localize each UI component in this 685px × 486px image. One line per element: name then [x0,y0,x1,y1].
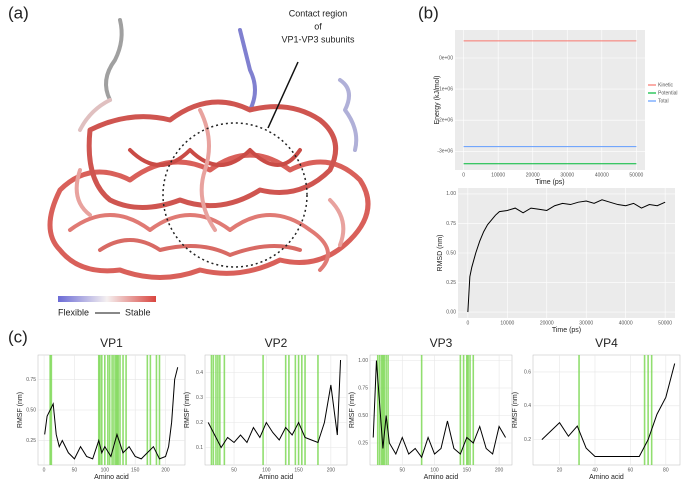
y-tick-label: 0.50 [26,407,36,413]
scale-label: Flexible [58,307,89,317]
plot-background [455,30,645,170]
x-tick-label: 150 [131,467,140,473]
x-tick-label: 50000 [658,320,672,326]
x-tick-label: 20000 [526,172,540,178]
data-line [372,360,506,459]
y-axis-label: RMSD (nm) [437,235,444,272]
chart-title: VP1 [100,336,123,350]
y-axis-label: RMSF (nm) [512,392,519,428]
y-tick-label: 0.75 [26,377,36,383]
y-tick-label: 0e+00 [439,55,453,61]
x-tick-label: 60 [628,467,634,473]
x-axis-label: Amino acid [259,474,294,481]
annotation: of [314,21,322,31]
x-tick-label: 10000 [500,320,514,326]
y-axis-label: RMSF (nm) [184,392,191,428]
y-tick-label: 0.00 [446,309,456,315]
x-tick-label: 0 [43,467,46,473]
y-tick-label: -1e+06 [437,86,453,92]
scale-label: Stable [125,307,151,317]
y-tick-label: 0.4 [196,370,203,376]
contact-circle [162,122,308,268]
x-tick-label: 10000 [491,172,505,178]
x-tick-label: 30000 [579,320,593,326]
plot-background [532,354,681,466]
x-tick-label: 50 [399,467,405,473]
x-tick-label: 40000 [619,320,633,326]
x-tick-label: 200 [495,467,504,473]
x-tick-label: 100 [430,467,439,473]
y-tick-label: -3e+06 [437,149,453,155]
y-axis-label: RMSF (nm) [349,392,356,428]
data-line [541,363,676,458]
y-tick-label: 0.2 [524,437,531,443]
x-tick-label: 50 [231,467,237,473]
panel-label: (c) [8,327,28,346]
y-tick-label: 1.00 [446,191,456,197]
x-axis-label: Time (ps) [535,179,564,186]
color-scale [58,296,156,302]
x-axis-label: Time (ps) [552,327,581,334]
y-tick-label: 0.25 [446,280,456,286]
panel-label: (b) [418,3,439,22]
panel-label: (a) [8,3,29,22]
x-tick-label: 20000 [540,320,554,326]
y-tick-label: 0.6 [524,369,531,375]
x-axis-label: Amino acid [94,474,129,481]
y-tick-label: 0.50 [446,250,456,256]
annotation-arrow [267,61,299,129]
x-tick-label: 40 [592,467,598,473]
x-tick-label: 50000 [629,172,643,178]
y-tick-label: 0.25 [358,440,368,446]
annotation: VP1-VP3 subunits [281,34,355,44]
y-tick-label: 1.00 [358,358,368,364]
legend-label: Kinetic [658,82,674,88]
y-tick-label: 0.2 [196,420,203,426]
annotation: Contact region [289,8,348,18]
plot-background [204,354,348,466]
protein-structure [47,18,371,280]
legend-label: Potential [658,90,677,96]
x-tick-label: 30000 [560,172,574,178]
y-tick-label: 0.3 [196,395,203,401]
x-tick-label: 200 [161,467,170,473]
x-tick-label: 20 [557,467,563,473]
x-tick-label: 150 [463,467,472,473]
chart-title: VP3 [430,336,453,350]
y-tick-label: 0.50 [358,413,368,419]
x-axis-label: Amino acid [424,474,459,481]
y-tick-label: 0.4 [524,403,531,409]
y-axis-label: Energy (kJ/mol) [434,75,441,124]
x-tick-label: 0 [462,172,465,178]
x-tick-label: 0 [466,320,469,326]
chart-title: VP4 [595,336,618,350]
x-tick-label: 150 [294,467,303,473]
x-tick-label: 40000 [595,172,609,178]
chart-title: VP2 [265,336,288,350]
legend-label: Total [658,98,669,104]
x-axis-label: Amino acid [589,474,624,481]
data-line [207,359,342,449]
x-tick-label: 100 [101,467,110,473]
y-axis-label: RMSF (nm) [17,392,24,428]
y-tick-label: 0.75 [358,385,368,391]
y-tick-label: 0.75 [446,221,456,227]
data-line [467,199,666,313]
y-tick-label: 0.25 [26,438,36,444]
x-tick-label: 100 [262,467,271,473]
x-tick-label: 200 [327,467,336,473]
data-line [44,367,179,460]
y-tick-label: -2e+06 [437,118,453,124]
x-tick-label: 80 [663,467,669,473]
y-tick-label: 0.1 [196,445,203,451]
x-tick-label: 50 [72,467,78,473]
